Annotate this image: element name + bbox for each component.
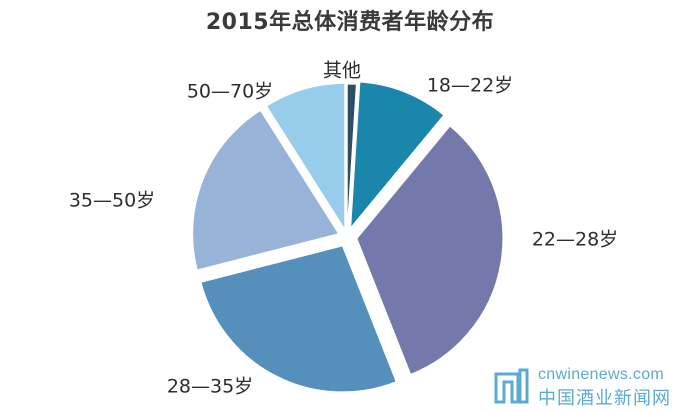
slice-label-50-70: 50—70岁 <box>187 81 273 103</box>
pie-slice-28-35 <box>200 245 397 393</box>
pie-slice-18-22 <box>350 81 445 230</box>
pie-slices <box>192 81 504 393</box>
watermark-site: cnwinenews.com <box>538 366 665 383</box>
pie-slice-other <box>346 83 357 231</box>
pie-slice-35-50 <box>192 109 340 271</box>
slice-label-22-28: 22—28岁 <box>532 229 618 251</box>
slice-label-35-50: 35—50岁 <box>69 190 155 212</box>
watermark: cnwinenews.com 中国酒业新闻网 <box>492 366 692 409</box>
watermark-name: 中国酒业新闻网 <box>538 388 671 409</box>
pie-slice-50-70 <box>265 82 346 232</box>
cnwinenews-logo <box>494 368 529 404</box>
slice-label-28-35: 28—35岁 <box>167 376 253 398</box>
slice-label-18-22: 18—22岁 <box>427 75 513 97</box>
chart-title: 2015年总体消费者年龄分布 <box>205 10 495 35</box>
slice-label-other: 其他 <box>323 60 361 82</box>
pie-slice-22-28 <box>356 125 504 375</box>
slice-labels: 其他 18—22岁 22—28岁 28—35岁 35—50岁 50—70岁 <box>69 60 618 398</box>
